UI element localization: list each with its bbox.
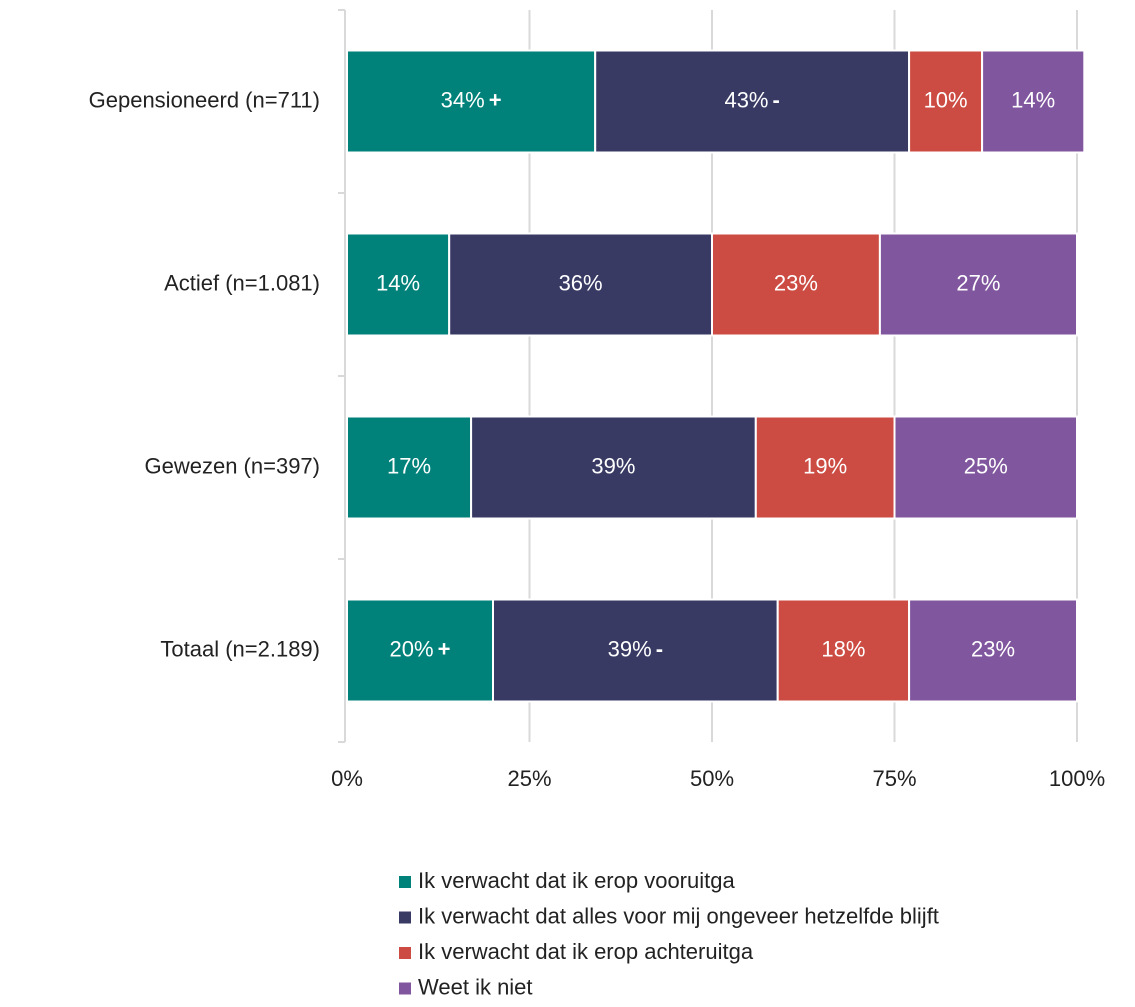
significance-marker: +	[489, 87, 502, 112]
data-label: 14%	[376, 270, 420, 295]
bar-segment	[981, 49, 1086, 154]
data-label: 23%	[774, 270, 818, 295]
legend-label: Ik verwacht dat ik erop achteruitga	[418, 939, 754, 964]
data-label: 18%	[821, 636, 865, 661]
significance-marker: -	[773, 87, 780, 112]
bar-segment	[346, 598, 494, 703]
value-label: 25%	[964, 453, 1008, 478]
x-tick-label: 75%	[872, 766, 916, 791]
legend-label: Ik verwacht dat ik erop vooruitga	[418, 868, 735, 893]
bar-segment	[594, 49, 911, 154]
data-label: 36%	[559, 270, 603, 295]
legend-swatch	[399, 876, 411, 888]
bar-segment	[908, 598, 1078, 703]
value-label: 19%	[803, 453, 847, 478]
data-label: 14%	[1011, 87, 1055, 112]
bar-segment	[346, 232, 451, 337]
legend-swatch	[399, 947, 411, 959]
legend-swatch	[399, 982, 411, 995]
x-tick-label: 0%	[331, 766, 363, 791]
bar-segment	[492, 598, 779, 703]
y-tick-label: Gewezen (n=397)	[145, 453, 321, 478]
value-label: 34%	[441, 87, 485, 112]
data-label: 25%	[964, 453, 1008, 478]
y-tick-label: Gepensioneerd (n=711)	[89, 87, 320, 112]
data-label: 10%	[924, 87, 968, 112]
bar-segment	[754, 415, 896, 520]
legend-label: Ik verwacht dat alles voor mij ongeveer …	[418, 903, 939, 928]
value-label: 36%	[559, 270, 603, 295]
value-label: 14%	[376, 270, 420, 295]
data-label: 27%	[956, 270, 1000, 295]
data-label: 43% -	[724, 87, 779, 112]
y-tick-label: Actief (n=1.081)	[164, 270, 320, 295]
value-label: 23%	[774, 270, 818, 295]
x-tick-label: 50%	[690, 766, 734, 791]
value-label: 17%	[387, 453, 431, 478]
y-tick-label: Totaal (n=2.189)	[160, 636, 320, 661]
bar-segment	[711, 232, 881, 337]
bar-segment	[346, 415, 473, 520]
value-label: 27%	[956, 270, 1000, 295]
value-label: 39%	[608, 636, 652, 661]
data-label: 34% +	[441, 87, 502, 112]
bar-segment	[776, 598, 911, 703]
data-label: 17%	[387, 453, 431, 478]
value-label: 14%	[1011, 87, 1055, 112]
bar-segment	[470, 415, 757, 520]
data-label: 39%	[591, 453, 635, 478]
legend-label: Weet ik niet	[418, 974, 533, 999]
value-label: 23%	[971, 636, 1015, 661]
value-label: 39%	[591, 453, 635, 478]
data-label: 20% +	[390, 636, 451, 661]
legend-swatch	[399, 911, 411, 924]
bar-segment	[908, 49, 984, 154]
value-label: 43%	[724, 87, 768, 112]
x-tick-label: 100%	[1049, 766, 1105, 791]
value-label: 10%	[924, 87, 968, 112]
bar-segment	[893, 415, 1078, 520]
bar-segment	[448, 232, 713, 337]
data-label: 39% -	[608, 636, 663, 661]
data-label: 19%	[803, 453, 847, 478]
significance-marker: -	[656, 636, 663, 661]
data-label: 23%	[971, 636, 1015, 661]
value-label: 20%	[390, 636, 434, 661]
x-tick-label: 25%	[507, 766, 551, 791]
bar-segment	[878, 232, 1079, 337]
value-label: 18%	[821, 636, 865, 661]
significance-marker: +	[438, 636, 451, 661]
